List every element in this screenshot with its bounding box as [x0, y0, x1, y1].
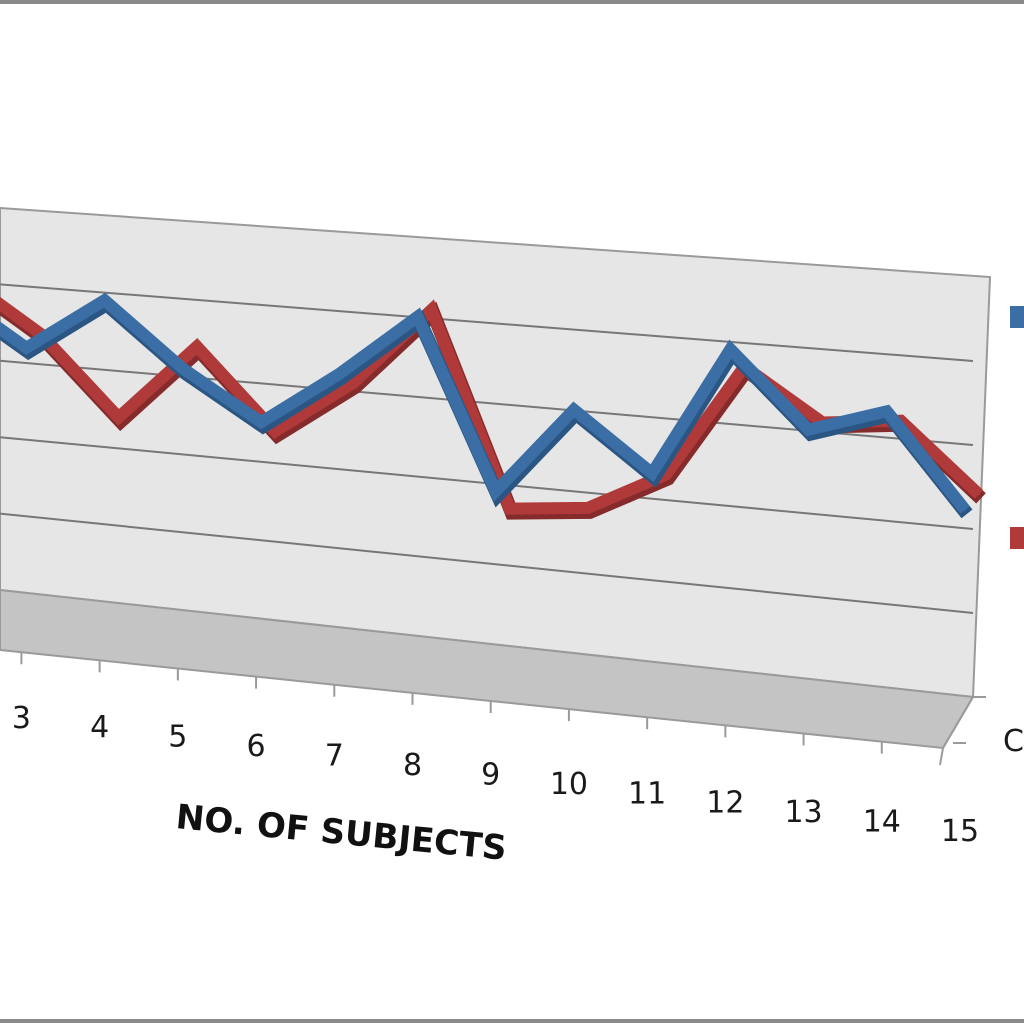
legend-marker-series-1 — [1010, 306, 1024, 328]
series-2-point — [586, 506, 589, 509]
series-2-point — [274, 430, 277, 433]
x-tick-label: 7 — [325, 739, 344, 774]
x-tick-label: 9 — [481, 757, 500, 792]
x-tick-label: 6 — [247, 729, 266, 764]
series-2-point — [430, 308, 433, 311]
x-tick-label: 10 — [550, 767, 588, 802]
series-2-point — [508, 507, 511, 510]
series-2-point — [195, 345, 198, 348]
x-axis-ticks — [20, 652, 883, 754]
x-tick-label: 3 — [12, 701, 31, 736]
legend-marker-series-2 — [1010, 527, 1024, 549]
gridline — [0, 512, 974, 614]
series-1-point — [807, 428, 810, 431]
x-tick-label: 4 — [90, 710, 109, 745]
series-1-point — [964, 508, 966, 511]
chart-side-edge — [939, 696, 974, 766]
series-2-point — [352, 381, 355, 384]
gridline — [0, 283, 974, 362]
series-1-point — [416, 315, 419, 318]
series-1-point — [338, 372, 341, 375]
x-tick-label: 11 — [628, 776, 666, 811]
x-tick-label: 13 — [784, 795, 822, 830]
series-1-point — [885, 410, 888, 413]
series-1-point — [103, 299, 106, 302]
series-1-point — [494, 490, 497, 493]
series-2-point — [665, 473, 668, 476]
x-tick-label: 14 — [863, 805, 901, 840]
x-tick-label: 15 — [941, 814, 979, 849]
series-1-point — [651, 472, 654, 475]
series-1-point — [572, 408, 575, 411]
series-1-point — [729, 348, 732, 351]
x-axis-title: NO. OF SUBJECTS — [174, 797, 508, 869]
series-1-point — [25, 346, 28, 349]
series-lines — [0, 292, 986, 520]
legend: C — [1003, 306, 1024, 759]
x-axis-tick-labels: 3 4 5 6 7 8 9 10 11 12 13 14 15 — [12, 701, 979, 849]
x-tick-label: 8 — [403, 748, 422, 783]
x-tick-label: 5 — [168, 720, 187, 755]
x-tick-label: 12 — [706, 786, 744, 821]
series-2-point — [117, 416, 120, 419]
legend-label-fragment: C — [1003, 724, 1024, 759]
series-2-point — [978, 493, 980, 496]
series-1-point — [181, 367, 184, 370]
series-1-point — [260, 421, 263, 424]
